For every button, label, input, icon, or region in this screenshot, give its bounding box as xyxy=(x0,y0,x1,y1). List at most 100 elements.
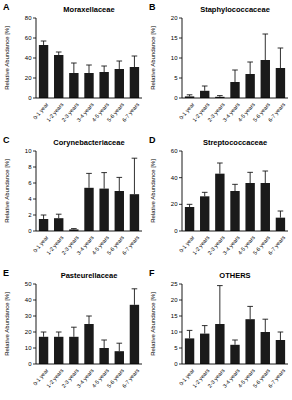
y-tick-label: 10 xyxy=(171,329,178,335)
panel: EPasteurellaceaeRelative Abundance [%]01… xyxy=(3,268,142,389)
error-line xyxy=(204,192,205,196)
error-line xyxy=(73,63,74,73)
error-cap xyxy=(202,192,208,193)
error-bar xyxy=(56,214,62,218)
marks xyxy=(39,158,139,231)
error-cap xyxy=(56,332,62,333)
y-tick-label: 4 xyxy=(28,196,32,202)
error-line xyxy=(235,184,236,191)
y-tick-label: 10 xyxy=(25,345,32,351)
error-bar xyxy=(86,316,92,324)
error-line xyxy=(104,340,105,348)
bar xyxy=(99,72,108,98)
error-cap xyxy=(187,204,193,205)
bar xyxy=(230,345,239,364)
error-bar xyxy=(278,48,284,68)
panel-label: C xyxy=(3,135,10,145)
error-line xyxy=(89,316,90,324)
chart-title: Streptococcaceae xyxy=(203,138,267,147)
error-bar xyxy=(187,204,193,207)
error-line xyxy=(250,306,251,319)
error-cap xyxy=(101,172,107,173)
error-bar xyxy=(41,41,47,45)
y-tick-label: 40 xyxy=(171,175,178,181)
bar xyxy=(215,324,224,364)
error-bar xyxy=(247,306,253,319)
y-tick-label: 0 xyxy=(28,361,32,367)
marks xyxy=(185,34,285,98)
y-tick-label: 0 xyxy=(28,95,32,101)
panel-label: D xyxy=(149,135,156,145)
error-cap xyxy=(71,63,77,64)
error-cap xyxy=(217,285,223,286)
error-cap xyxy=(71,327,77,328)
error-line xyxy=(43,215,44,219)
x-tick-label: 6-7 years xyxy=(121,101,140,123)
error-bar xyxy=(132,289,138,305)
error-line xyxy=(89,173,90,187)
bar xyxy=(200,334,209,364)
error-cap xyxy=(187,330,193,331)
y-tick-label: 6 xyxy=(28,180,32,186)
error-bar xyxy=(116,177,122,191)
bar xyxy=(115,351,124,364)
error-cap xyxy=(41,41,47,42)
y-tick-label: 15 xyxy=(171,313,178,319)
error-bar xyxy=(41,215,47,219)
bar xyxy=(54,218,63,231)
bar xyxy=(39,219,48,231)
error-bar xyxy=(217,286,223,324)
error-line xyxy=(119,343,120,351)
error-bar xyxy=(132,158,138,194)
y-tick-label: 8 xyxy=(28,164,32,170)
bar xyxy=(245,74,254,98)
error-line xyxy=(235,340,236,345)
error-line xyxy=(204,86,205,91)
bar xyxy=(54,55,63,98)
y-tick-label: 15 xyxy=(171,35,178,41)
error-bar xyxy=(56,52,62,55)
panel: FOTHERSRelative Abundance [%]05101520250… xyxy=(149,268,288,389)
error-line xyxy=(134,56,135,67)
bar xyxy=(200,91,209,98)
error-cap xyxy=(56,52,62,53)
error-cap xyxy=(71,228,77,229)
x-tick-label: 6-7 years xyxy=(267,101,286,123)
error-bar xyxy=(116,61,122,69)
y-tick-label: 50 xyxy=(25,281,32,287)
panel-label: E xyxy=(3,268,9,278)
error-cap xyxy=(262,171,268,172)
y-tick-label: 20 xyxy=(171,15,178,21)
error-cap xyxy=(86,173,92,174)
error-line xyxy=(119,61,120,69)
x-axis xyxy=(182,98,288,99)
bar xyxy=(130,305,139,364)
bar xyxy=(185,338,194,364)
y-tick-label: 30 xyxy=(25,313,32,319)
error-line xyxy=(280,332,281,340)
bar xyxy=(54,337,63,364)
error-bar xyxy=(56,332,62,337)
error-line xyxy=(235,70,236,82)
bar xyxy=(99,348,108,364)
error-line xyxy=(265,319,266,332)
x-axis xyxy=(36,98,142,99)
marks xyxy=(39,41,139,98)
axis-label: Relative Abundance [%] xyxy=(4,159,10,223)
y-tick-label: 20 xyxy=(25,75,32,81)
y-tick-label: 20 xyxy=(171,297,178,303)
panel-label: B xyxy=(149,2,156,12)
error-cap xyxy=(116,177,122,178)
y-tick-label: 80 xyxy=(25,15,32,21)
error-bar xyxy=(202,326,208,334)
error-bar xyxy=(232,340,238,345)
error-line xyxy=(58,214,59,218)
error-bar xyxy=(278,332,284,340)
error-line xyxy=(104,173,105,189)
error-bar xyxy=(247,62,253,74)
x-axis xyxy=(182,231,288,232)
bar xyxy=(230,191,239,231)
bar xyxy=(84,188,93,231)
bar xyxy=(115,191,124,231)
bar xyxy=(185,207,194,231)
